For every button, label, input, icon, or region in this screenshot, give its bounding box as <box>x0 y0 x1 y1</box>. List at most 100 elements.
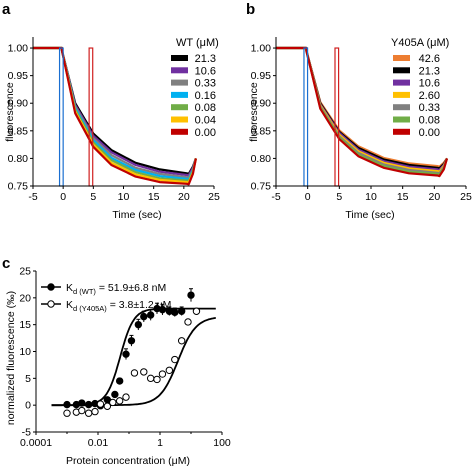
panel-a-ylabel: fluorescence <box>4 82 16 142</box>
panel-c-ytick-label: 10 <box>19 346 31 358</box>
panel-b-marker-1 <box>334 47 340 187</box>
panel-a-ytick-label: 0.75 <box>8 181 29 193</box>
panel-a-legend-label: 10.6 <box>195 65 216 77</box>
panel-b-legend-label: 0.00 <box>419 127 440 139</box>
panel-a-legend-swatch <box>171 67 188 74</box>
panel-c-ytick-label: -5 <box>22 427 31 439</box>
panel-c-legend-marker <box>47 300 55 308</box>
panel-b-legend-label: 2.60 <box>419 90 440 102</box>
panel-c-ytick-label: 0 <box>25 400 31 412</box>
panel-c-point-WT <box>158 305 167 314</box>
panel-a-legend-swatch <box>171 128 188 135</box>
panel-b-legend-title: Y405A (μM) <box>391 37 449 49</box>
panel-c-point-Y405A <box>171 355 179 364</box>
panel-b-legend-swatch <box>393 67 410 74</box>
panel-c-point-Y405A <box>109 398 117 407</box>
panel-a-legend-label: 0.33 <box>195 78 216 90</box>
panel-a-ytick-label: 1.00 <box>8 43 29 55</box>
panel-a-legend-label: 0.04 <box>195 115 216 127</box>
panel-a-legend-title: WT (μM) <box>176 37 219 49</box>
panel-c-point-WT <box>140 312 148 321</box>
panel-c-point-Y405A <box>146 374 155 383</box>
panel-c-point-Y405A <box>115 397 124 405</box>
panel-b-ytick-label: 0.80 <box>251 153 272 165</box>
panel-b-legend-swatch <box>393 104 410 111</box>
panel-a-ytick-label: 0.90 <box>8 98 29 110</box>
panel-b-marker-0 <box>303 47 309 187</box>
panel-c-point-WT <box>177 307 186 315</box>
panel-b-ytick-label: 0.95 <box>251 70 272 82</box>
panel-a-xtick-label: 25 <box>208 191 220 203</box>
panel-b-ytick-label: 0.90 <box>251 98 272 110</box>
panel-b-legend: Y405A (μM) 42.621.310.62.600.330.080.00 <box>391 37 449 139</box>
panel-b-xtick-label: -5 <box>271 191 280 203</box>
panel-a-xtick-label: 20 <box>178 191 190 203</box>
panel-c-xtick-label: 0.01 <box>88 437 109 449</box>
panel-c-point-WT <box>122 350 130 358</box>
panel-c-chart: 0.0001 0.01 1 100 -5 0 5 10 15 20 25 Kd (WT) = 51.… <box>5 266 231 467</box>
panel-b-xtick-label: 0 <box>305 191 311 203</box>
panel-b-xtick-label: 5 <box>336 191 342 203</box>
panel-a-legend-label: 21.3 <box>195 53 216 65</box>
panel-a-legend-label: 0.16 <box>195 90 216 102</box>
panel-b-legend-label: 10.6 <box>419 78 440 90</box>
panel-c-point-Y405A <box>153 375 161 384</box>
panel-b-xtick-label: 25 <box>460 191 472 203</box>
panel-b-legend-label: 21.3 <box>419 65 440 77</box>
panel-b-trace-6 <box>276 46 449 178</box>
panel-b-ytick-label: 0.75 <box>251 181 272 193</box>
panel-b-legend-swatch <box>393 91 410 98</box>
panel-c-legend-marker <box>47 283 55 291</box>
panel-c-point-Y405A <box>158 370 167 378</box>
panel-c-point-WT <box>115 377 124 385</box>
panel-c-point-WT <box>187 291 195 299</box>
panel-a-legend-swatch <box>171 79 188 86</box>
panel-a-xlabel: Time (sec) <box>112 209 161 221</box>
panel-a-xtick-label: 0 <box>60 191 66 203</box>
panel-b-xtick-label: 10 <box>365 191 377 203</box>
panel-c-xtick-label: 0.0001 <box>20 437 52 449</box>
panel-letter-a: a <box>2 1 11 18</box>
panel-c-point-WT <box>63 400 71 409</box>
panel-a-legend-swatch <box>171 91 188 98</box>
panel-c-xtick-label: 1 <box>157 437 163 449</box>
panel-a-ytick-label: 0.95 <box>8 70 29 82</box>
panel-b-ytick-label: 0.85 <box>251 125 272 137</box>
panel-b-xtick-label: 15 <box>397 191 409 203</box>
panel-b-legend-swatch <box>393 55 410 61</box>
panel-c-point-Y405A <box>103 402 112 410</box>
panel-letter-b: b <box>246 1 255 18</box>
panel-c-point-Y405A <box>130 369 139 377</box>
panel-c-point-Y405A <box>91 407 99 416</box>
panel-c-point-WT <box>84 400 93 409</box>
panel-a-marker-1 <box>88 47 94 187</box>
panel-c-point-Y405A <box>63 409 71 417</box>
panel-c-ytick-label: 25 <box>19 266 31 278</box>
panel-a-legend-swatch <box>171 104 188 111</box>
panel-b-legend-label: 0.33 <box>419 102 440 114</box>
panel-b-legend-label: 0.08 <box>419 115 440 127</box>
panel-b-legend-swatch <box>393 128 410 135</box>
panel-c-point-WT <box>146 311 155 319</box>
panel-b-xlabel: Time (sec) <box>345 209 394 221</box>
panel-a-legend-swatch <box>171 116 188 123</box>
panel-c-legend-label-Y405A: Kd (Y405A) = 3.8±1.2 μM <box>66 299 171 313</box>
panel-c-point-Y405A <box>140 368 148 376</box>
panel-a-legend-swatch <box>171 55 188 61</box>
panel-a-xtick-label: -5 <box>28 191 37 203</box>
panel-c-fit-Y405A <box>51 317 216 407</box>
panel-c-ytick-label: 20 <box>19 292 31 304</box>
panel-c-point-Y405A <box>192 307 201 315</box>
panel-c-xtick-label: 100 <box>213 437 231 449</box>
panel-c-point-WT <box>171 308 179 317</box>
panel-c-ylabel: normalized fluorescence (‰) <box>5 291 17 425</box>
panel-c-point-Y405A <box>122 393 130 401</box>
panel-b-ytick-label: 1.00 <box>251 43 272 55</box>
panel-c-ytick-label: 5 <box>25 373 31 385</box>
panel-c-point-Y405A <box>78 406 86 415</box>
panel-c-point-WT <box>134 320 143 329</box>
panel-a-xtick-label: 15 <box>148 191 160 203</box>
panel-a-chart: -5 0 5 10 15 20 25 0.75 0.80 0.85 0.90 0.95 1.00 WT … <box>4 37 220 221</box>
panel-a-legend: WT (μM) 21.310.60.330.160.080.040.00 <box>171 37 219 139</box>
panel-b-chart: -5 0 5 10 15 20 25 0.75 0.80 0.85 0.90 0.95 1.00 Y40… <box>248 37 472 221</box>
